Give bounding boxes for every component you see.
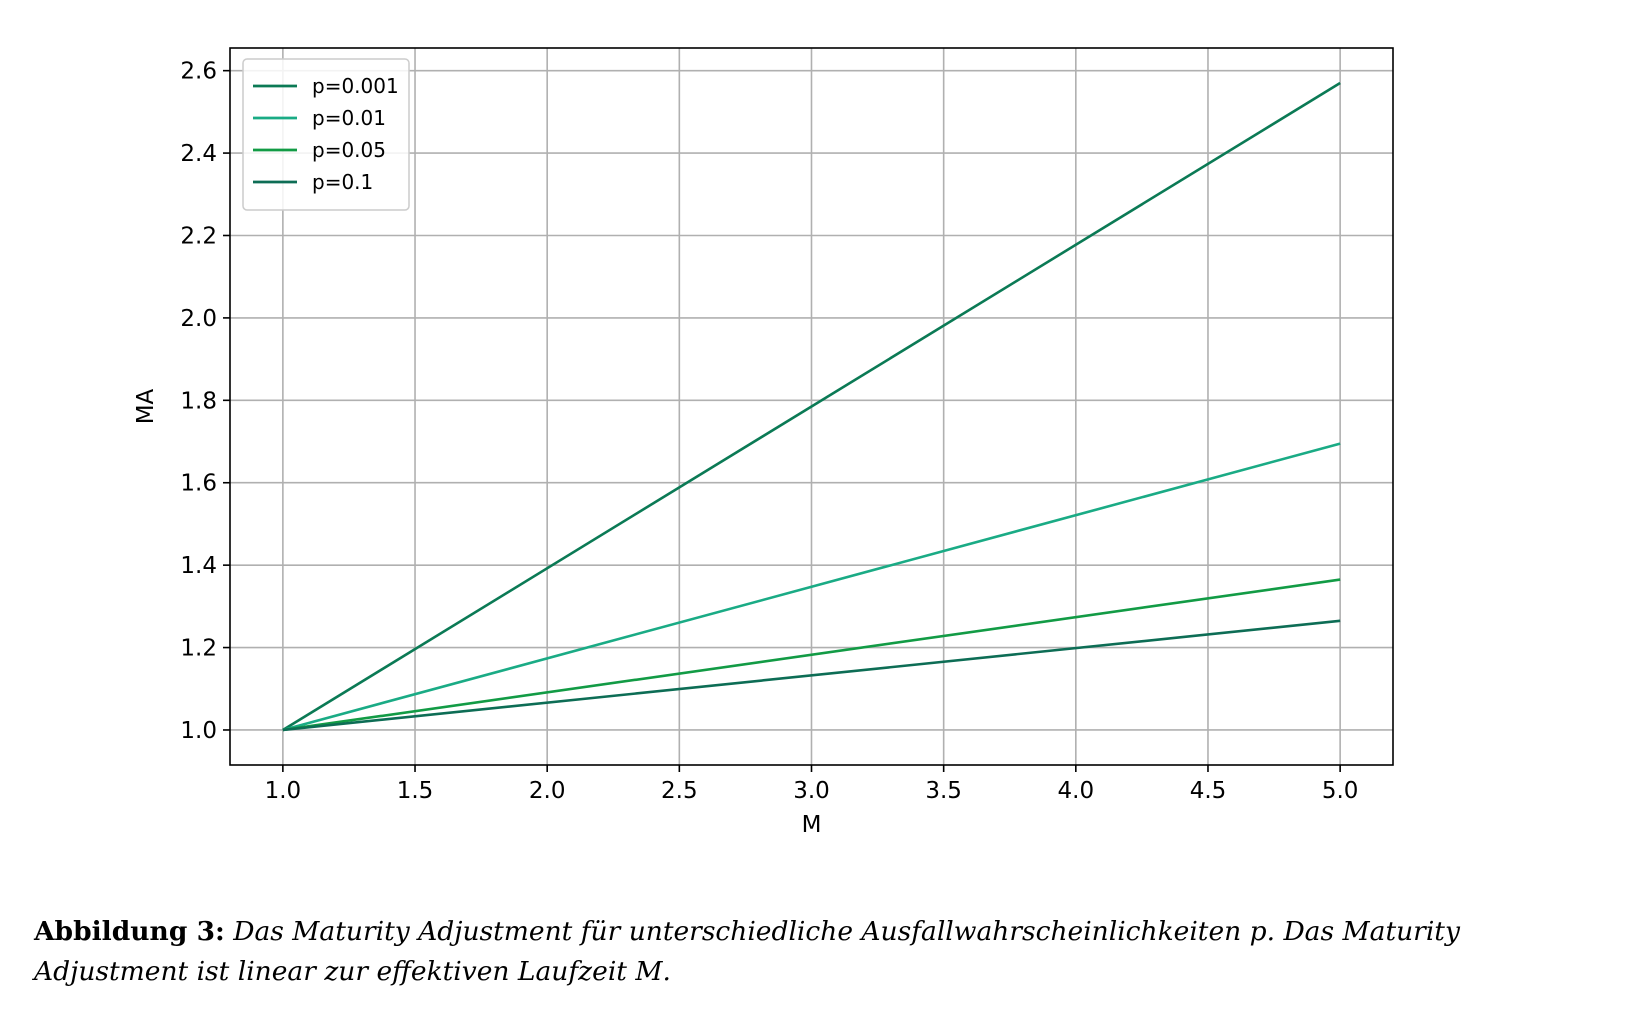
y-tick-label: 1.4 — [180, 553, 217, 579]
legend-entry: p=0.01 — [312, 106, 386, 130]
series-lines — [282, 81, 1341, 732]
x-tick-label: 4.5 — [1190, 778, 1227, 804]
legend: p=0.001 p=0.01 p=0.05 p=0.1 — [242, 58, 410, 211]
figure-caption: Abbildung 3: Das Maturity Adjustment für… — [34, 912, 1614, 992]
y-tick-label: 1.6 — [180, 471, 217, 497]
series-line-p=0.01 — [282, 442, 1341, 732]
y-tick-label: 2.6 — [180, 59, 217, 85]
legend-entry: p=0.1 — [312, 170, 373, 194]
y-tick-label: 2.2 — [180, 223, 217, 249]
x-tick-label: 4.0 — [1058, 778, 1095, 804]
x-tick-label: 3.5 — [925, 778, 962, 804]
x-tick-label: 3.0 — [793, 778, 830, 804]
y-tick-label: 1.0 — [180, 718, 217, 744]
caption-text: Das Maturity Adjustment für unterschiedl… — [34, 916, 1460, 987]
legend-entry: p=0.001 — [312, 74, 399, 98]
x-tick-label: 5.0 — [1322, 778, 1359, 804]
legend-box — [242, 58, 410, 211]
series-line-p=0.001 — [282, 81, 1341, 732]
y-tick-label: 2.4 — [180, 141, 217, 167]
y-tick-label: 2.0 — [180, 306, 217, 332]
y-axis-label: MA — [133, 388, 159, 424]
chart: 1.0 1.5 2.0 2.5 3.0 3.5 4.0 4.5 5.0 1.0 1.2 1.4 1.6 1… — [133, 47, 1394, 838]
x-axis-label: M — [802, 812, 822, 838]
y-tick-label: 1.8 — [180, 388, 217, 414]
caption-label: Abbildung 3: — [34, 916, 225, 947]
ticks: 1.0 1.5 2.0 2.5 3.0 3.5 4.0 4.5 5.0 1.0 1.2 1.4 1.6 1… — [180, 59, 1358, 804]
legend-entry: p=0.05 — [312, 138, 386, 162]
x-tick-label: 2.0 — [529, 778, 566, 804]
series-line-p=0.1 — [282, 619, 1341, 732]
x-tick-label: 2.5 — [661, 778, 698, 804]
x-tick-label: 1.5 — [397, 778, 434, 804]
x-tick-label: 1.0 — [265, 778, 302, 804]
series-line-p=0.05 — [282, 578, 1341, 732]
y-tick-label: 1.2 — [180, 636, 217, 662]
